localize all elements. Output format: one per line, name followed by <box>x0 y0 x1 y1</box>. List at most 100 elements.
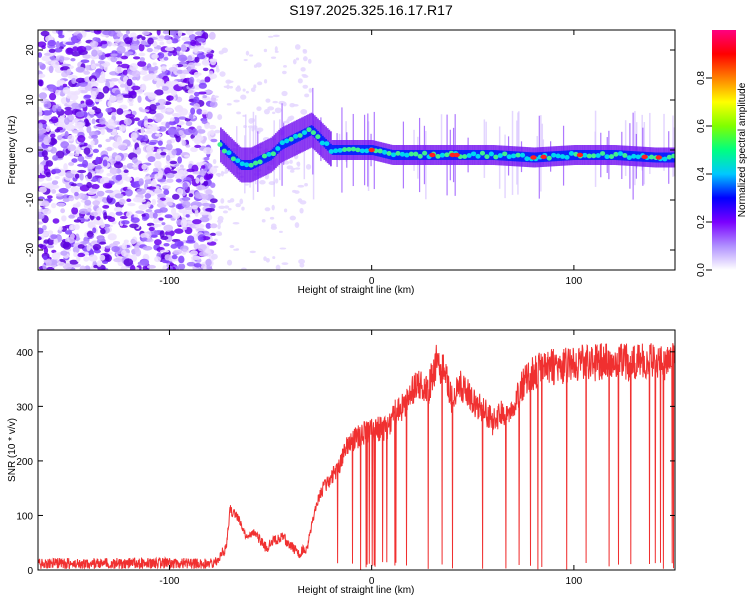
streak <box>541 123 544 162</box>
noise-cell <box>196 125 202 131</box>
noise-cell <box>86 125 92 134</box>
noise-cell <box>72 46 79 52</box>
spectrogram-x-label: Height of straight line (km) <box>298 285 415 296</box>
noise-cell <box>267 35 274 38</box>
noise-cell <box>283 160 290 165</box>
noise-cell <box>82 54 92 59</box>
noise-cell <box>199 170 206 176</box>
snr-x-tick-label: -100 <box>159 576 179 587</box>
noise-cell <box>176 188 184 196</box>
noise-cell <box>302 56 308 62</box>
noise-cell <box>62 241 72 250</box>
noise-cell <box>69 259 79 265</box>
noise-cell <box>308 88 313 93</box>
noise-cell <box>90 211 98 217</box>
noise-cell <box>155 80 161 89</box>
noise-cell <box>151 178 157 187</box>
noise-cell <box>165 154 171 162</box>
noise-cell <box>157 165 162 171</box>
noise-cell <box>169 117 175 122</box>
noise-cell <box>274 107 282 114</box>
noise-cell <box>149 174 156 178</box>
track-max <box>655 155 663 160</box>
snr-y-ticks: 0 100 200 300 400 <box>16 348 675 577</box>
noise-cell <box>83 215 90 220</box>
noise-cell <box>119 124 126 132</box>
noise-cell <box>38 174 46 179</box>
noise-cell <box>186 66 192 72</box>
noise-cell <box>199 236 204 241</box>
snr-panel: -100 0 100 0 100 200 300 400 Height of straigh… <box>7 329 676 596</box>
noise-cell <box>196 53 206 60</box>
noise-cell <box>131 85 141 91</box>
track-peak <box>555 153 561 159</box>
noise-cell <box>38 170 43 174</box>
spectrogram-y-tick-label: 20 <box>25 44 36 56</box>
noise-cell <box>203 156 210 161</box>
noise-cell <box>64 230 73 235</box>
noise-cell <box>64 109 74 116</box>
noise-cell <box>76 182 83 187</box>
noise-cell <box>64 130 69 139</box>
noise-cell <box>189 76 195 85</box>
noise-cell <box>279 230 283 233</box>
noise-cell <box>124 37 133 45</box>
noise-cell <box>42 110 53 116</box>
noise-cell <box>130 132 138 140</box>
noise-cell <box>76 33 83 40</box>
spectrogram-y-tick-label: 10 <box>25 94 36 106</box>
noise-cell <box>96 49 103 56</box>
track-peak <box>315 134 321 140</box>
noise-cell <box>201 193 209 200</box>
noise-cell <box>113 161 124 169</box>
noise-cell <box>45 182 55 189</box>
noise-cell <box>156 104 166 110</box>
noise-cell <box>271 111 276 115</box>
noise-cell <box>196 78 201 83</box>
noise-cell <box>154 173 163 180</box>
noise-cell <box>70 183 78 187</box>
noise-cell <box>107 100 112 107</box>
noise-cell <box>41 55 51 62</box>
noise-cell <box>162 265 168 270</box>
noise-cell <box>80 103 87 108</box>
noise-cell <box>65 47 74 55</box>
noise-cell <box>193 262 202 268</box>
noise-cell <box>60 208 66 214</box>
noise-cell <box>202 95 208 99</box>
noise-cell <box>176 69 184 74</box>
noise-cell <box>178 263 186 270</box>
noise-cell <box>289 215 297 221</box>
noise-cell <box>119 215 128 220</box>
noise-cell <box>174 240 184 247</box>
noise-cell <box>141 31 150 36</box>
noise-cell <box>74 191 79 197</box>
streak <box>485 121 487 164</box>
noise-cell <box>68 214 75 219</box>
noise-cell <box>92 227 97 234</box>
noise-cell <box>54 176 60 180</box>
colorbar-tick-label: 0.6 <box>696 119 707 133</box>
noise-cell <box>138 43 145 52</box>
noise-cell <box>46 266 55 270</box>
noise-cell <box>132 36 138 42</box>
track-peak <box>484 154 490 160</box>
noise-cell <box>270 223 277 229</box>
noise-cell <box>75 146 81 155</box>
noise-cell <box>263 48 268 53</box>
noise-cell <box>107 122 116 129</box>
noise-cell <box>245 50 250 56</box>
noise-cell <box>289 115 295 121</box>
colorbar-tick-label: 0.4 <box>696 167 707 181</box>
noise-cell <box>165 143 173 151</box>
noise-cell <box>87 207 92 213</box>
noise-cell <box>90 140 95 146</box>
noise-cell <box>129 265 136 270</box>
noise-cell <box>157 52 165 59</box>
noise-cell <box>99 241 107 245</box>
noise-cell <box>60 141 70 149</box>
noise-cell <box>131 70 141 78</box>
noise-cell <box>158 217 164 221</box>
noise-cell <box>307 58 312 64</box>
track-peak <box>631 153 637 159</box>
